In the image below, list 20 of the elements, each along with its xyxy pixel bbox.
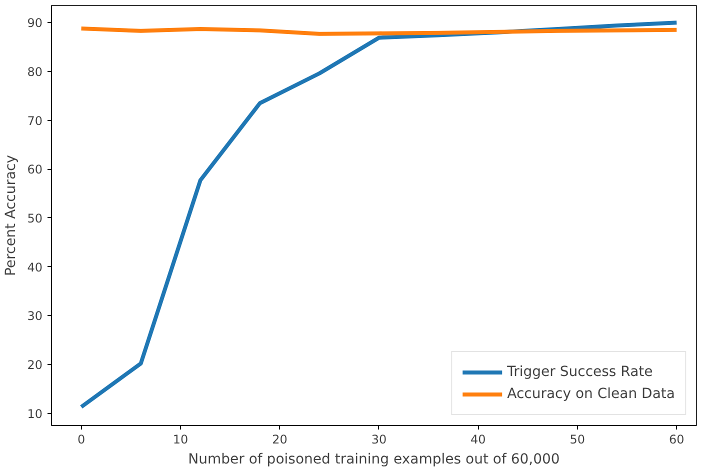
y-tick-label: 70 — [27, 114, 43, 128]
y-tick-label: 10 — [27, 406, 43, 421]
x-tick-label: 40 — [470, 432, 486, 446]
y-axis-title: Percent Accuracy — [3, 154, 20, 276]
legend-label: Accuracy on Clean Data — [507, 386, 675, 402]
legend-label: Trigger Success Rate — [507, 364, 653, 380]
x-tick-label: 20 — [272, 432, 288, 446]
y-tick-label: 20 — [27, 358, 43, 372]
x-tick-label: 30 — [371, 432, 387, 446]
x-tick-label: 0 — [77, 432, 86, 446]
y-tick-label: 90 — [27, 16, 43, 30]
x-tick-label: 50 — [570, 432, 586, 446]
x-tick-label: 60 — [669, 432, 684, 446]
y-tick-label: 50 — [27, 211, 43, 226]
y-tick-label: 80 — [27, 64, 43, 79]
x-tick-label: 10 — [172, 432, 188, 446]
y-tick-label: 60 — [27, 162, 43, 177]
y-tick-label: 40 — [27, 260, 43, 274]
x-axis-title: Number of poisoned training examples out of 60,000 — [188, 452, 560, 468]
y-tick-label: 30 — [27, 309, 43, 324]
